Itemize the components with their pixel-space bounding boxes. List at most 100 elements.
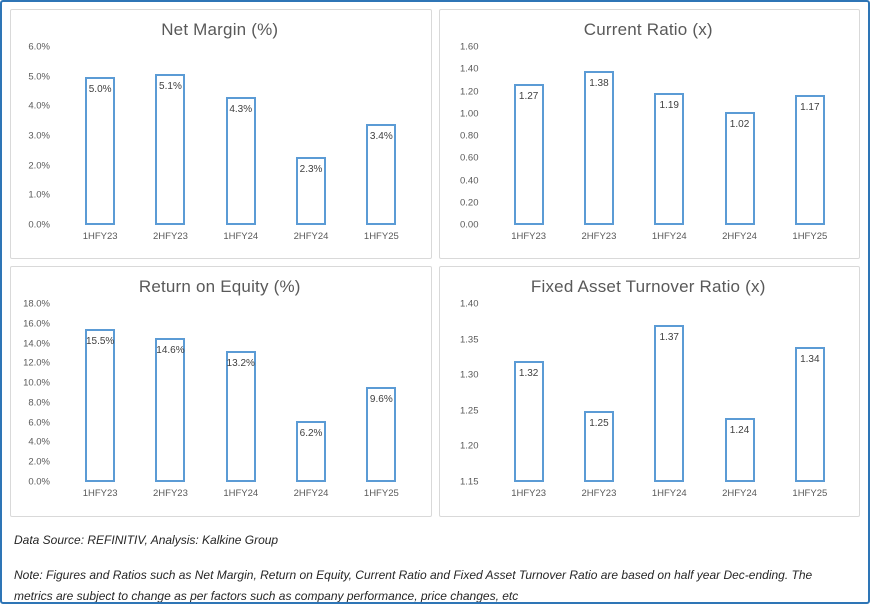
y-axis-fixed-asset-turnover: 1.15 1.20 1.25 1.30 1.35 1.40 <box>444 299 486 488</box>
y-tick-label: 1.15 <box>460 476 479 488</box>
y-tick-label: 0.0% <box>28 219 50 231</box>
bar-1hfy25: 9.6% <box>366 387 397 482</box>
plot-area-net-margin: 5.0% 5.1% 4.3% 2.3% 3.4% <box>57 47 425 225</box>
x-category-label: 2HFY23 <box>581 488 617 499</box>
y-axis-return-on-equity: 0.0% 2.0% 4.0% 6.0% 8.0% 10.0% 12.0% 14.0% 16.0%… <box>15 299 57 488</box>
bar-slot: 5.0% <box>65 47 135 225</box>
y-tick-label: 0.40 <box>460 175 479 186</box>
y-tick-label: 2.0% <box>28 160 50 172</box>
bar-1hfy24: 1.37 <box>654 325 685 482</box>
y-tick-label: 1.20 <box>460 440 479 452</box>
y-tick-label: 16.0% <box>23 318 50 330</box>
data-label: 15.5% <box>85 336 115 347</box>
plot-area-current-ratio: 1.27 1.38 1.19 1.02 1.17 <box>486 47 854 225</box>
bar-1hfy24: 1.19 <box>654 93 685 225</box>
y-tick-label: 10.0% <box>23 377 50 389</box>
x-axis-fixed-asset-turnover: 1HFY23 2HFY23 1HFY24 2HFY24 1HFY25 <box>486 488 854 499</box>
data-label: 1.37 <box>659 332 679 343</box>
data-label: 1.25 <box>589 418 609 429</box>
y-tick-label: 1.0% <box>28 189 50 201</box>
bar-2hfy24: 1.24 <box>724 418 755 482</box>
x-category-label: 2HFY24 <box>722 231 757 242</box>
data-label: 1.38 <box>589 78 609 89</box>
bar-slot: 1.17 <box>775 47 845 225</box>
chart-title-net-margin: Net Margin (%) <box>161 20 279 39</box>
y-tick-label: 14.0% <box>23 338 50 350</box>
y-tick-label: 6.0% <box>28 417 50 429</box>
bar-slot: 1.27 <box>494 47 564 225</box>
data-label: 13.2% <box>226 358 255 369</box>
y-axis-net-margin: 0.0% 1.0% 2.0% 3.0% 4.0% 5.0% 6.0% <box>15 42 57 231</box>
plot-area-return-on-equity: 15.5% 14.6% 13.2% 6.2% 9.6% <box>57 304 425 482</box>
bar-1hfy25: 1.17 <box>794 95 825 225</box>
bar-1hfy25: 3.4% <box>366 124 397 225</box>
y-tick-label: 8.0% <box>28 397 50 409</box>
bar-1hfy25: 1.34 <box>794 347 825 482</box>
bar-2hfy23: 1.38 <box>583 71 614 225</box>
plot-row: 0.00 0.20 0.40 0.60 0.80 1.00 1.20 1.40 1.60 1.2… <box>444 42 854 231</box>
bar-1hfy24: 4.3% <box>225 97 256 225</box>
x-category-label: 1HFY23 <box>82 231 118 242</box>
y-tick-label: 1.60 <box>460 41 479 53</box>
chart-panel-net-margin: Net Margin (%) 0.0% 1.0% 2.0% 3.0% 4.0% 5.0% 6… <box>10 9 432 259</box>
data-label: 1.19 <box>659 100 679 111</box>
x-category-label: 1HFY24 <box>223 231 259 242</box>
y-tick-label: 0.0% <box>28 476 50 488</box>
bar-slot: 1.32 <box>494 304 564 482</box>
chart-panel-fixed-asset-turnover: Fixed Asset Turnover Ratio (x) 1.15 1.20 1… <box>438 266 860 517</box>
bar-slot: 1.19 <box>634 47 704 225</box>
y-tick-label: 3.0% <box>28 130 50 142</box>
y-tick-label: 18.0% <box>23 298 50 310</box>
y-tick-label: 1.30 <box>460 369 479 381</box>
bar-slot: 1.37 <box>634 304 704 482</box>
bar-slot: 2.3% <box>276 47 346 225</box>
y-tick-label: 1.25 <box>460 405 479 417</box>
bar-slot: 1.25 <box>564 304 634 482</box>
chart-title-return-on-equity: Return on Equity (%) <box>138 277 301 296</box>
x-axis-return-on-equity: 1HFY23 2HFY23 1HFY24 2HFY24 1HFY25 <box>57 488 425 499</box>
data-label: 14.6% <box>156 345 185 356</box>
bar-slot: 1.02 <box>704 47 774 225</box>
data-label: 6.2% <box>299 428 323 439</box>
y-tick-label: 0.00 <box>460 219 479 231</box>
bar-1hfy23: 15.5% <box>85 329 116 482</box>
x-category-label: 2HFY23 <box>153 231 188 242</box>
x-category-label: 1HFY25 <box>792 231 828 242</box>
bar-2hfy24: 2.3% <box>296 157 327 225</box>
y-tick-label: 1.40 <box>460 63 479 75</box>
bar-2hfy24: 6.2% <box>296 421 327 482</box>
y-tick-label: 0.80 <box>460 130 479 142</box>
chart-panel-current-ratio: Current Ratio (x) 0.00 0.20 0.40 0.60 0.80 1.… <box>438 9 860 259</box>
data-label: 1.17 <box>800 102 820 113</box>
bar-2hfy23: 14.6% <box>155 338 186 482</box>
y-tick-label: 6.0% <box>28 41 50 53</box>
x-category-label: 1HFY23 <box>82 488 118 499</box>
data-source-line: Data Source: REFINITIV, Analysis: Kalkin… <box>14 533 279 547</box>
y-tick-label: 1.35 <box>460 334 479 346</box>
bar-slot: 1.38 <box>564 47 634 225</box>
bar-slot: 13.2% <box>206 304 276 482</box>
bar-slot: 1.34 <box>775 304 845 482</box>
plot-row: 1.15 1.20 1.25 1.30 1.35 1.40 1.32 1.25 1.37 1.2… <box>444 299 854 488</box>
y-tick-label: 1.20 <box>460 86 479 97</box>
chart-title-fixed-asset-turnover: Fixed Asset Turnover Ratio (x) <box>530 277 766 296</box>
y-tick-label: 4.0% <box>28 100 50 112</box>
bar-slot: 4.3% <box>206 47 276 225</box>
bar-2hfy24: 1.02 <box>724 112 755 225</box>
y-tick-label: 5.0% <box>28 71 50 83</box>
bar-2hfy23: 5.1% <box>155 74 186 225</box>
bar-1hfy23: 1.27 <box>513 84 544 225</box>
chart-title-current-ratio: Current Ratio (x) <box>583 20 713 39</box>
data-label: 5.0% <box>88 84 112 95</box>
y-tick-label: 1.00 <box>460 108 479 120</box>
x-category-label: 1HFY25 <box>792 488 828 499</box>
x-category-label: 1HFY24 <box>651 488 687 499</box>
data-label: 1.34 <box>800 354 820 365</box>
note-line: Note: Figures and Ratios such as Net Mar… <box>14 568 813 603</box>
bar-1hfy23: 5.0% <box>85 77 116 225</box>
figure-footer: Data Source: REFINITIV, Analysis: Kalkin… <box>2 517 868 603</box>
charts-grid: Net Margin (%) 0.0% 1.0% 2.0% 3.0% 4.0% 5.0% 6… <box>2 2 868 517</box>
x-category-label: 2HFY23 <box>581 231 617 242</box>
y-tick-label: 0.20 <box>460 197 479 209</box>
